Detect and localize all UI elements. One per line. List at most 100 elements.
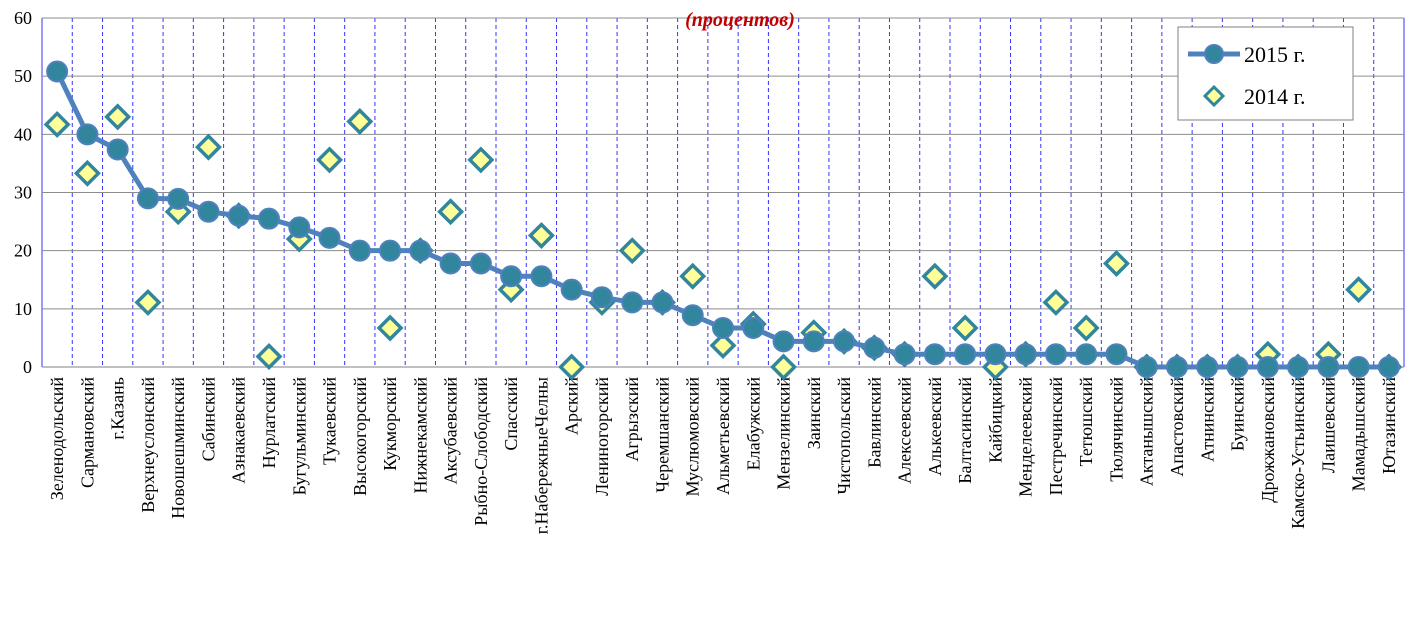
point-2015 — [1377, 356, 1400, 378]
point-2015 — [288, 216, 311, 239]
x-tick-label: Лениногорский — [592, 377, 612, 496]
legend-label-2015: 2015 г. — [1244, 42, 1306, 67]
x-tick-label: Верхнеуслонский — [138, 377, 158, 513]
point-2015 — [923, 343, 946, 366]
y-tick-label: 40 — [14, 124, 32, 144]
point-2014 — [255, 343, 283, 371]
point-2014 — [467, 146, 495, 174]
x-tick-label: Атнинский — [1197, 377, 1217, 462]
point-2015 — [1014, 343, 1037, 366]
x-tick-label: Нурлатский — [259, 377, 279, 469]
x-tick-label: Рыбно-Слободский — [471, 377, 491, 526]
point-2014 — [1345, 276, 1373, 304]
point-2014 — [527, 222, 555, 250]
point-2015 — [560, 278, 583, 301]
point-2015 — [1287, 356, 1310, 378]
x-tick-label: Тюлячинский — [1106, 377, 1126, 482]
x-tick-label: Алексеевский — [895, 377, 915, 484]
x-tick-label: Мензелинский — [774, 377, 794, 490]
point-2015 — [772, 330, 795, 353]
point-2015 — [106, 138, 129, 161]
y-tick-label: 0 — [23, 357, 32, 377]
x-tick-label: Камско-Устьинский — [1288, 377, 1308, 529]
x-tick-label: Нижнекамский — [410, 377, 430, 494]
point-2014 — [437, 198, 465, 226]
point-2015 — [1196, 356, 1219, 378]
point-2015 — [167, 187, 190, 210]
x-tick-label: Тетюшский — [1076, 377, 1096, 467]
x-tick-label: Аксубаевский — [441, 377, 461, 485]
x-tick-label: Апастовский — [1167, 377, 1187, 477]
x-tick-label: Кукморский — [380, 377, 400, 471]
point-2015 — [439, 252, 462, 275]
point-2014 — [346, 108, 374, 136]
point-2015 — [621, 291, 644, 314]
x-tick-label: Мамадышский — [1349, 377, 1369, 492]
point-2015 — [1347, 356, 1370, 378]
point-2014 — [73, 159, 101, 187]
point-2015 — [1256, 356, 1279, 378]
x-tick-label: г.Казань — [108, 377, 128, 440]
point-2015 — [742, 317, 765, 340]
x-tick-label: Балтасинский — [955, 377, 975, 484]
y-tick-label: 30 — [14, 183, 32, 203]
y-tick-label: 60 — [14, 8, 32, 28]
point-2014 — [134, 288, 162, 316]
legend-marker-2015 — [1204, 44, 1224, 64]
x-tick-label: Агрызский — [622, 377, 642, 462]
x-tick-label: Альметьевский — [713, 377, 733, 495]
point-2015 — [1166, 356, 1188, 378]
x-axis: Зеленодольский Сармановский г.Казань Верхне… — [47, 377, 1399, 535]
point-2015 — [1226, 356, 1249, 378]
legend-marker-2014 — [1202, 84, 1226, 108]
point-2015 — [712, 317, 734, 340]
point-2014 — [951, 314, 979, 342]
x-tick-label: г.НабережныеЧелны — [531, 377, 551, 534]
point-2014 — [921, 262, 949, 290]
x-tick-label: Лаишевский — [1318, 377, 1338, 473]
point-2015 — [136, 187, 159, 210]
x-tick-label: Спасский — [501, 377, 521, 451]
point-2014 — [194, 133, 222, 161]
point-2014 — [43, 110, 71, 138]
point-2015 — [258, 207, 280, 230]
x-tick-label: Муслюмовский — [683, 377, 703, 497]
x-tick-label: Дрожжановский — [1258, 377, 1278, 503]
point-2014 — [679, 262, 707, 290]
point-2014 — [1102, 249, 1130, 277]
x-tick-label: Бавлинский — [864, 377, 884, 468]
point-2015 — [651, 291, 674, 314]
point-2015 — [379, 239, 402, 262]
point-2015 — [984, 343, 1007, 366]
x-tick-label: Алькеевский — [925, 377, 945, 476]
legend: 2015 г. 2014 г. — [1177, 26, 1354, 121]
x-tick-label: Елабужский — [743, 377, 763, 471]
legend-label-2014: 2014 г. — [1244, 84, 1306, 109]
x-tick-label: Кайбицкий — [985, 377, 1005, 463]
point-2014 — [104, 103, 132, 131]
legend-box — [1177, 26, 1354, 121]
x-tick-label: Тукаевский — [320, 377, 340, 465]
point-2014 — [558, 353, 586, 381]
point-2015 — [954, 343, 977, 366]
point-2015 — [46, 60, 69, 83]
point-2015 — [197, 200, 220, 223]
x-tick-label: Заинский — [804, 377, 824, 450]
point-2015 — [227, 204, 250, 227]
chart-subtitle: (процентов) — [685, 9, 795, 31]
x-tick-label: Зеленодольский — [47, 377, 67, 501]
point-2015 — [1105, 343, 1128, 366]
x-tick-label: Новошешминский — [168, 377, 188, 519]
point-2015 — [802, 330, 825, 353]
point-2014 — [1042, 288, 1070, 316]
point-2015 — [893, 343, 916, 366]
x-tick-label: Высокогорский — [350, 377, 370, 496]
point-2015 — [1075, 343, 1098, 366]
y-axis: 0 10 20 30 40 50 60 — [14, 8, 32, 377]
x-tick-label: Ютазинский — [1379, 377, 1399, 474]
point-2015 — [500, 265, 523, 288]
x-tick-label: Черемшанский — [652, 377, 672, 493]
x-tick-label: Чистопольский — [834, 377, 854, 495]
x-tick-label: Буинский — [1228, 377, 1248, 452]
